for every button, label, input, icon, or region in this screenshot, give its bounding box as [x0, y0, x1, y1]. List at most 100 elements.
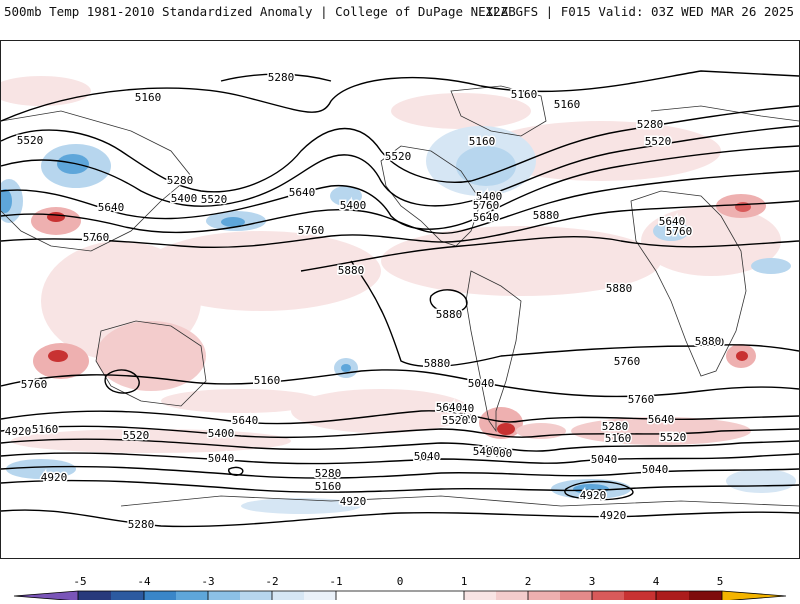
contour-label: 5280 — [602, 420, 629, 433]
colorbar-tick-label: 4 — [653, 575, 660, 588]
contour-5640 — [1, 170, 799, 235]
contour-label: 5520 — [201, 193, 228, 206]
warm-anomaly-area — [141, 231, 381, 311]
contour-label: 5280 — [128, 518, 155, 531]
cold-anomaly-area — [341, 364, 351, 372]
contour-5640 — [1, 410, 799, 425]
contour-5880 — [300, 236, 799, 272]
contour-5520 — [1, 145, 799, 230]
colorbar-tick-label: 3 — [589, 575, 596, 588]
contour-5880-closed — [104, 369, 140, 394]
contour-label: 5280 — [315, 467, 342, 480]
colorbar-tick-label: 2 — [525, 575, 532, 588]
colorbar-swatch — [656, 591, 689, 601]
contour-label: 5400 — [486, 447, 513, 460]
contour-5160 — [1, 465, 799, 479]
contour-label: 5640 — [289, 186, 316, 199]
contour-label: 5760 — [83, 231, 110, 244]
contour-label: 5520 — [123, 429, 150, 442]
colorbar-swatch — [689, 591, 722, 601]
contour-5400 — [1, 125, 799, 207]
colorbar-tick-label: 1 — [461, 575, 468, 588]
europe-outline — [650, 105, 799, 122]
map-title: 500mb Temp 1981-2010 Standardized Anomal… — [4, 4, 516, 19]
colorbar-swatch — [176, 591, 208, 601]
contour-label: 5040 — [414, 450, 441, 463]
contour-label: 5160 — [135, 91, 162, 104]
contour-label: 5160 — [254, 374, 281, 387]
colorbar-tick-label: -4 — [137, 575, 151, 588]
colorbar-tick-label: -2 — [265, 575, 278, 588]
contour-label: 5760 — [298, 224, 325, 237]
colorbar-swatch-highend — [722, 591, 786, 601]
greenland-outline — [450, 85, 547, 137]
asia-outline — [1, 110, 192, 252]
colorbar-swatch — [304, 591, 336, 601]
height-contours — [1, 70, 799, 528]
contour-5880-closed — [429, 289, 468, 314]
colorbar-swatch — [111, 591, 144, 601]
colorbar-swatch — [272, 591, 304, 601]
anomaly-shading — [1, 76, 796, 514]
warm-anomaly-area — [391, 93, 531, 129]
colorbar-swatch-lowend — [14, 591, 78, 601]
contour-label: 5520 — [385, 150, 412, 163]
antarctica-outline — [120, 495, 799, 507]
contour-5760 — [1, 369, 799, 398]
warm-anomaly-area — [735, 202, 751, 212]
contour-label: 4920 — [580, 489, 607, 502]
contour-label: 5640 — [232, 414, 259, 427]
contour-label: 5880 — [436, 308, 463, 321]
colorbar-tick-label: 0 — [397, 575, 404, 588]
contour-label: 5760 — [666, 225, 693, 238]
contour-4920 — [1, 509, 799, 528]
contour-label: 5040 — [591, 453, 618, 466]
contour-label: 5040 — [468, 377, 495, 390]
contour-label: 5880 — [424, 357, 451, 370]
warm-anomaly-area — [161, 389, 321, 413]
colorbar-swatch — [336, 591, 464, 601]
colorbar-swatch — [592, 591, 624, 601]
colorbar-swatch — [624, 591, 656, 601]
colorbar-tick-label: -1 — [329, 575, 342, 588]
cold-anomaly-area — [330, 186, 362, 206]
contour-5040 — [1, 479, 799, 493]
contour-label: 5280 — [637, 118, 664, 131]
colorbar-swatch — [208, 591, 240, 601]
contour-label: 5400 — [208, 427, 235, 440]
contour-5280 — [1, 452, 799, 465]
contour-label: 5640 — [648, 413, 675, 426]
contour-label: 5640 — [436, 401, 463, 414]
warm-anomaly-area — [481, 121, 721, 181]
contour-label: 5880 — [533, 209, 560, 222]
contour-label: 5520 — [17, 134, 44, 147]
contour-label: 5400 — [340, 199, 367, 212]
contour-label: 5520 — [645, 135, 672, 148]
cold-anomaly-area — [1, 189, 12, 213]
contour-label: 5160 — [554, 98, 581, 111]
cold-anomaly-area — [573, 484, 609, 494]
contour-label: 5160 — [469, 135, 496, 148]
africa-outline — [630, 190, 747, 377]
colorbar-swatch — [496, 591, 528, 601]
contour-label: 5280 — [268, 71, 295, 84]
contour-label: 5880 — [695, 335, 722, 348]
contour-label: 5160 — [32, 423, 59, 436]
colorbar-swatches — [14, 591, 786, 601]
australia-outline — [95, 320, 207, 407]
contour-label: 5160 — [605, 432, 632, 445]
contour-label: 5880 — [338, 264, 365, 277]
warm-anomaly-area — [291, 389, 471, 433]
contour-5160 — [1, 70, 799, 122]
contour-label: 5160 — [511, 88, 538, 101]
contour-label: 5640 — [659, 215, 686, 228]
coastlines — [1, 85, 799, 507]
contour-5400 — [1, 438, 799, 452]
warm-anomaly-area — [497, 423, 515, 435]
contour-label: 5040 — [642, 463, 669, 476]
map-canvas: 5280 5160 5160 5160 5520 5280 5400 5520 … — [1, 70, 799, 533]
contour-label: 5400 — [171, 192, 198, 205]
contour-label: 5640 — [98, 201, 125, 214]
contour-label: 4920 — [41, 471, 68, 484]
contour-label: 5760 — [614, 355, 641, 368]
